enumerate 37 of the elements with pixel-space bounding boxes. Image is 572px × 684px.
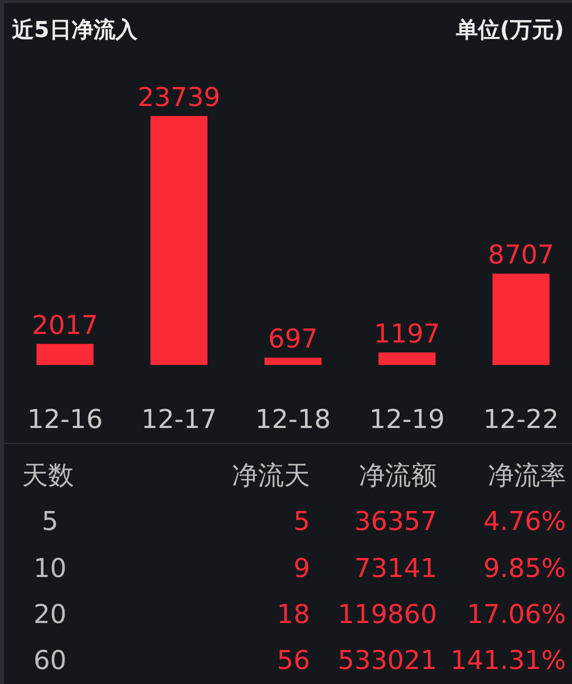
x-tick-label: 12-19 [369, 405, 445, 435]
text: 天数 [22, 461, 74, 491]
bar [378, 352, 436, 365]
text: 9 [293, 554, 310, 584]
text: 净流天 [232, 461, 310, 491]
text: 73141 [354, 554, 437, 584]
x-tick-label: 12-17 [141, 405, 217, 435]
bar [36, 344, 94, 365]
text: 119860 [338, 600, 437, 630]
text: 净流额 [359, 461, 437, 491]
text: 10 [33, 554, 67, 584]
x-tick-label: 12-22 [483, 405, 559, 435]
data-label: 1197 [374, 319, 440, 350]
text: 5 [293, 507, 310, 537]
text: 20 [33, 600, 67, 630]
data-label: 697 [268, 324, 318, 355]
text: 净流率 [488, 461, 566, 491]
text: 5 [42, 507, 58, 537]
data-label: 8707 [488, 240, 554, 271]
chart-subtitle: 单位(万元) [454, 18, 564, 43]
text: 9.85% [483, 554, 566, 584]
text: 18 [276, 600, 310, 630]
x-tick-label: 12-18 [255, 405, 331, 435]
chart-title: 近5日净流入 [11, 17, 138, 43]
text: 60 [33, 646, 67, 676]
bar [150, 116, 208, 365]
data-label: 2017 [32, 310, 98, 341]
x-tick-label: 12-16 [27, 405, 103, 435]
bar [492, 274, 550, 365]
text: 36357 [354, 507, 437, 537]
text: 56 [276, 646, 310, 676]
text: 17.06% [466, 600, 566, 630]
text: 533021 [338, 646, 437, 676]
data-label: 23739 [138, 83, 220, 113]
text: 4.76% [483, 507, 566, 537]
text: 141.31% [450, 646, 566, 676]
bar [264, 358, 322, 365]
